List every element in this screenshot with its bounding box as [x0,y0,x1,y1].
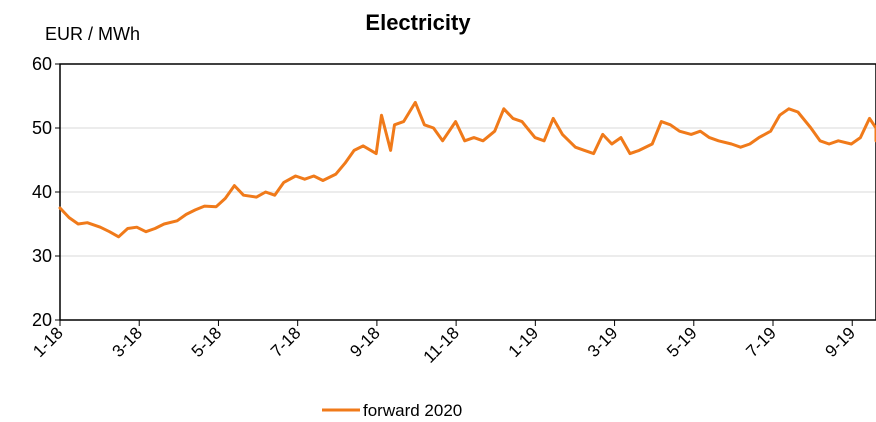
x-tick-label: 11-18 [420,323,463,366]
y-tick-label: 40 [32,182,52,202]
x-axis-ticks: 1-18 3-18 5-18 7-18 9-18 11-18 1-19 3-19 5-19 7-1… [29,320,859,367]
x-tick-label: 7-18 [267,323,304,360]
x-tick-label: 1-19 [505,323,542,360]
x-tick-label: 3-18 [109,323,146,360]
y-axis-ticks: 20 30 40 50 60 [32,54,60,330]
gridlines [60,127,876,257]
y-tick-label: 30 [32,246,52,266]
series-line-forward-2020 [58,100,876,239]
x-tick-label: 5-19 [663,323,700,360]
x-tick-label: 7-19 [742,323,779,360]
legend: forward 2020 [322,401,462,420]
y-axis-unit-label: EUR / MWh [45,24,140,44]
x-tick-label: 5-18 [188,323,225,360]
plot-area-frame [59,63,876,321]
x-tick-label: 9-19 [822,323,859,360]
legend-label-forward-2020: forward 2020 [363,401,462,420]
x-tick-label: 9-18 [346,323,383,360]
x-tick-label: 3-19 [584,323,621,360]
y-tick-label: 50 [32,118,52,138]
y-tick-label: 60 [32,54,52,74]
y-tick-label: 20 [32,310,52,330]
chart-title: Electricity [365,10,471,35]
